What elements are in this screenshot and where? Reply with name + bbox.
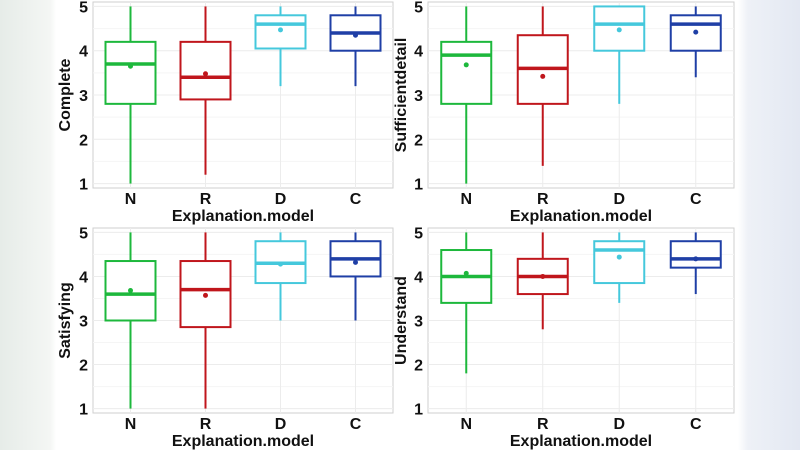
x-tick-label: R xyxy=(537,416,549,433)
box-D xyxy=(593,5,646,104)
mean-point xyxy=(616,254,622,260)
panel-understand: 1 2 3 4 5 N R D C Explanation.model Understand xyxy=(393,225,735,450)
x-tick-label: N xyxy=(460,416,472,433)
box-N xyxy=(104,6,157,184)
y-tick-label: 2 xyxy=(414,358,423,375)
x-axis-label: Explanation.model xyxy=(172,433,314,450)
box-N xyxy=(440,232,493,374)
x-tick-label: R xyxy=(200,191,212,208)
y-tick-label: 5 xyxy=(414,0,423,16)
box-D xyxy=(254,6,307,87)
mean-point xyxy=(353,259,358,265)
x-tick-label: R xyxy=(537,191,549,208)
y-tick-label: 2 xyxy=(414,132,423,149)
x-tick-label: N xyxy=(125,416,137,433)
box-D xyxy=(254,232,307,321)
mean-point xyxy=(540,73,546,79)
box-C xyxy=(669,6,722,78)
y-tick-label: 1 xyxy=(79,177,88,194)
x-axis-label: Explanation.model xyxy=(510,433,652,450)
y-tick-label: 1 xyxy=(414,402,423,419)
mean-point xyxy=(203,292,208,298)
mean-point xyxy=(128,288,133,294)
y-tick-label: 3 xyxy=(414,88,423,105)
x-tick-label: C xyxy=(690,191,702,208)
box-R xyxy=(179,232,232,409)
panel-sufficientdetail: 1 2 3 4 5 N R D C Explanation.model Sufficientdeta… xyxy=(393,0,735,225)
mean-point xyxy=(203,71,208,77)
x-tick-label: N xyxy=(460,191,472,208)
iqr-box xyxy=(440,40,493,105)
y-tick-label: 4 xyxy=(79,44,88,61)
y-tick-label: 2 xyxy=(79,358,88,375)
mean-point xyxy=(128,63,133,69)
mean-point xyxy=(278,27,283,33)
box-R xyxy=(516,6,569,166)
mean-point xyxy=(278,261,283,267)
y-axis-label: Understand xyxy=(393,276,410,365)
iqr-box xyxy=(179,40,232,101)
box-C xyxy=(669,232,722,295)
box-N xyxy=(440,6,493,184)
iqr-box xyxy=(104,40,157,105)
box-N xyxy=(104,232,157,409)
x-tick-label: D xyxy=(613,416,625,433)
y-tick-label: 5 xyxy=(414,225,423,242)
x-tick-label: R xyxy=(200,416,212,433)
x-tick-label: C xyxy=(690,416,702,433)
mean-point xyxy=(463,270,469,276)
mean-point xyxy=(540,273,546,279)
y-tick-label: 5 xyxy=(79,0,88,16)
y-tick-label: 5 xyxy=(79,225,88,242)
y-tick-label: 3 xyxy=(414,314,423,331)
y-axis-label: Complete xyxy=(57,58,74,131)
mean-point xyxy=(693,29,699,35)
x-tick-label: C xyxy=(350,191,362,208)
box-R xyxy=(179,6,232,175)
y-tick-label: 4 xyxy=(79,269,88,286)
y-tick-label: 3 xyxy=(79,314,88,331)
x-tick-label: D xyxy=(613,191,625,208)
iqr-box xyxy=(593,240,646,285)
y-tick-label: 3 xyxy=(79,88,88,105)
box-C xyxy=(329,6,382,87)
mean-point xyxy=(616,27,622,33)
y-tick-label: 1 xyxy=(79,402,88,419)
y-axis-label: Sufficientdetail xyxy=(393,38,410,153)
x-axis-label: Explanation.model xyxy=(172,208,314,225)
x-tick-label: D xyxy=(275,416,287,433)
box-C xyxy=(329,232,382,321)
mean-point xyxy=(693,256,699,262)
panel-satisfying: 1 2 3 4 5 N R D C Explanation.model Satisfying xyxy=(57,225,394,450)
y-axis-label: Satisfying xyxy=(57,282,74,358)
y-tick-label: 4 xyxy=(414,269,423,286)
mean-point xyxy=(353,32,358,38)
y-tick-label: 1 xyxy=(414,177,423,194)
box-R xyxy=(516,232,569,330)
box-D xyxy=(593,232,646,303)
x-tick-label: C xyxy=(350,416,362,433)
x-axis-label: Explanation.model xyxy=(510,208,652,225)
x-tick-label: D xyxy=(275,191,287,208)
mean-point xyxy=(463,62,469,68)
panel-complete: 1 2 3 4 5 N R D C Explanation.model Complete xyxy=(57,0,394,225)
y-tick-label: 4 xyxy=(414,44,423,61)
y-tick-label: 2 xyxy=(79,132,88,149)
x-tick-label: N xyxy=(125,191,137,208)
iqr-box xyxy=(669,240,722,269)
